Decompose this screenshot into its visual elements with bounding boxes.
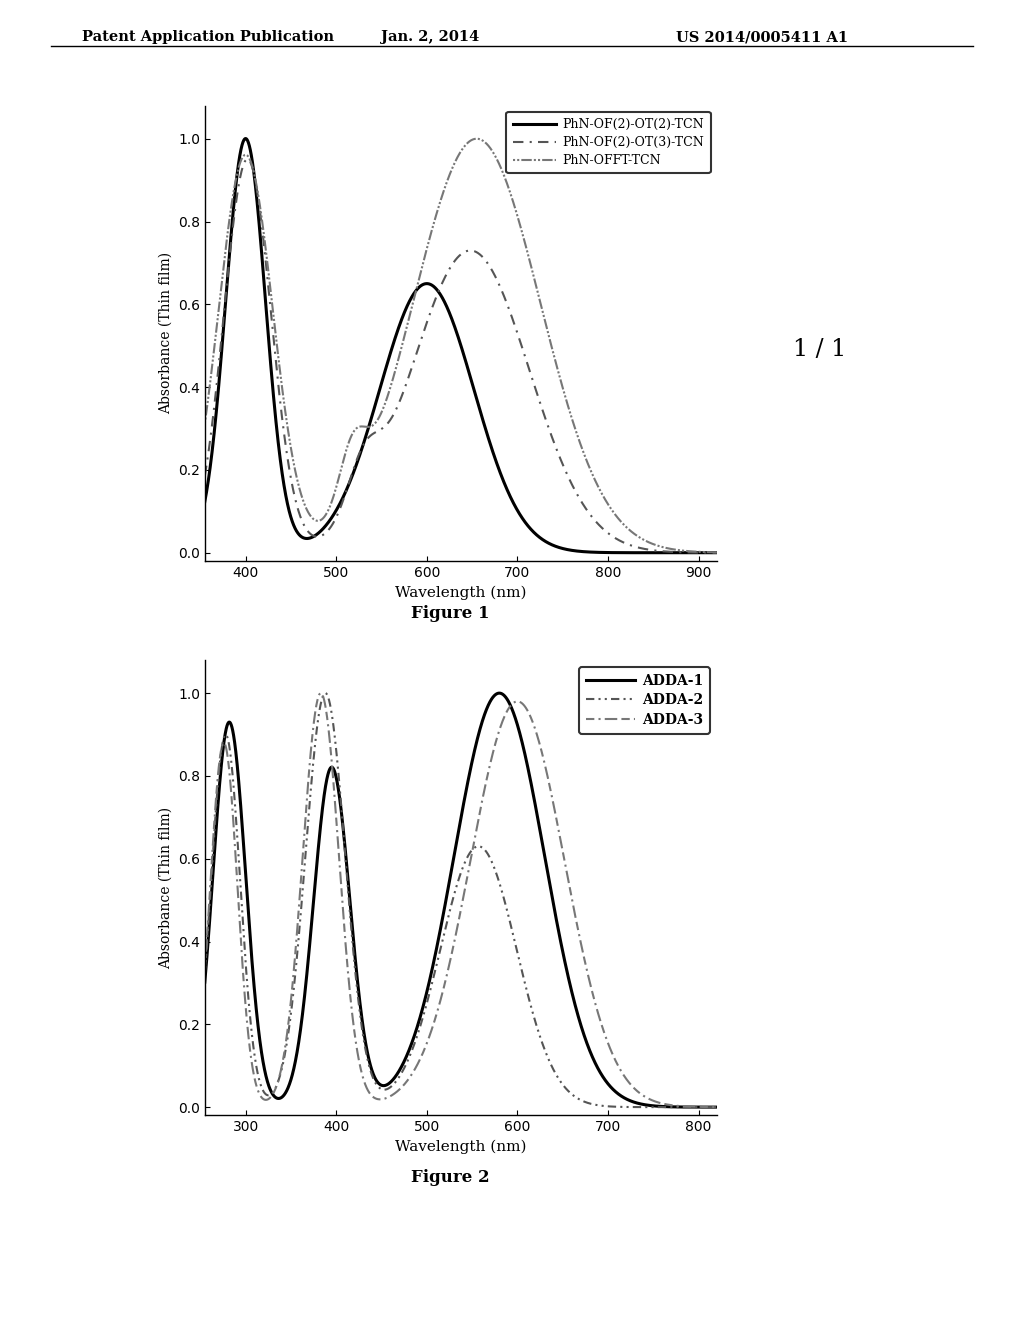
PhN-OF(2)-OT(3)-TCN [674,544,686,560]
PhN-OF(2)-OT(2)-TCN [420,276,432,292]
Text: Figure 2: Figure 2 [412,1170,489,1185]
ADDA-1 [696,1100,709,1115]
ADDA-2 [319,685,332,701]
Y-axis label: Absorbance (Thin film): Absorbance (Thin film) [159,252,172,414]
ADDA-3 [443,958,456,974]
ADDA-1 [713,1100,725,1115]
PhN-OF(2)-OT(3)-TCN [715,545,727,561]
ADDA-1 [671,1100,683,1115]
ADDA-3 [696,1100,709,1115]
PhN-OF(2)-OT(2)-TCN [240,131,252,147]
ADDA-1 [494,685,506,701]
PhN-OFFT-TCN [715,545,727,561]
X-axis label: Wavelength (nm): Wavelength (nm) [395,1139,526,1154]
PhN-OF(2)-OT(3)-TCN [574,491,587,507]
Line: ADDA-1: ADDA-1 [205,693,719,1107]
ADDA-1 [199,974,211,990]
ADDA-2 [696,1100,709,1115]
Line: PhN-OF(2)-OT(3)-TCN: PhN-OF(2)-OT(3)-TCN [205,160,721,553]
ADDA-3 [671,1098,683,1114]
PhN-OF(2)-OT(2)-TCN [444,308,457,323]
ADDA-3 [314,685,327,701]
Line: PhN-OFFT-TCN: PhN-OFFT-TCN [205,139,721,553]
Legend: ADDA-1, ADDA-2, ADDA-3: ADDA-1, ADDA-2, ADDA-3 [580,667,710,734]
PhN-OF(2)-OT(2)-TCN [416,277,428,293]
ADDA-2 [415,1016,427,1032]
Text: 1 / 1: 1 / 1 [793,338,846,362]
Legend: PhN-OF(2)-OT(2)-TCN, PhN-OF(2)-OT(3)-TCN, PhN-OFFT-TCN: PhN-OF(2)-OT(2)-TCN, PhN-OF(2)-OT(3)-TCN… [506,112,711,173]
ADDA-2 [419,1002,431,1018]
Line: PhN-OF(2)-OT(2)-TCN: PhN-OF(2)-OT(2)-TCN [205,139,721,553]
ADDA-2 [443,906,456,921]
PhN-OFFT-TCN [699,544,712,560]
ADDA-2 [199,966,211,982]
PhN-OF(2)-OT(2)-TCN [199,494,211,510]
PhN-OF(2)-OT(2)-TCN [574,544,587,560]
ADDA-2 [671,1100,683,1115]
PhN-OF(2)-OT(3)-TCN [420,317,432,333]
Text: Patent Application Publication: Patent Application Publication [82,30,334,45]
PhN-OFFT-TCN [420,244,432,260]
X-axis label: Wavelength (nm): Wavelength (nm) [395,585,526,599]
PhN-OFFT-TCN [674,543,686,558]
Line: ADDA-3: ADDA-3 [205,693,719,1107]
ADDA-3 [572,923,585,939]
PhN-OF(2)-OT(3)-TCN [699,545,712,561]
PhN-OFFT-TCN [444,165,457,181]
ADDA-3 [415,1049,427,1065]
PhN-OFFT-TCN [471,131,483,147]
PhN-OF(2)-OT(3)-TCN [444,260,457,276]
ADDA-1 [415,1007,427,1023]
ADDA-1 [572,1008,585,1024]
PhN-OF(2)-OT(2)-TCN [674,545,686,561]
Line: ADDA-2: ADDA-2 [205,693,719,1107]
PhN-OF(2)-OT(2)-TCN [715,545,727,561]
PhN-OF(2)-OT(3)-TCN [416,329,428,345]
Text: Jan. 2, 2014: Jan. 2, 2014 [381,30,479,45]
PhN-OF(2)-OT(3)-TCN [199,469,211,484]
ADDA-3 [419,1040,431,1056]
ADDA-3 [199,962,211,978]
Text: Figure 1: Figure 1 [412,606,489,622]
Y-axis label: Absorbance (Thin film): Absorbance (Thin film) [159,807,172,969]
ADDA-2 [713,1100,725,1115]
PhN-OF(2)-OT(3)-TCN [242,152,254,168]
PhN-OFFT-TCN [574,436,587,451]
ADDA-2 [572,1090,585,1106]
ADDA-3 [713,1100,725,1115]
PhN-OFFT-TCN [199,416,211,432]
Text: US 2014/0005411 A1: US 2014/0005411 A1 [676,30,848,45]
ADDA-1 [419,993,431,1008]
PhN-OF(2)-OT(2)-TCN [699,545,712,561]
PhN-OFFT-TCN [416,260,428,276]
ADDA-1 [442,876,455,892]
